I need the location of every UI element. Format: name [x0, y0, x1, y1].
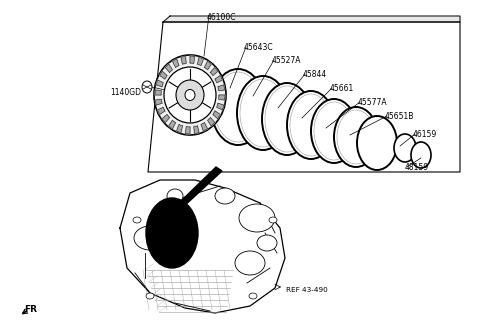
Ellipse shape	[214, 72, 262, 142]
Polygon shape	[208, 118, 215, 126]
Ellipse shape	[240, 79, 286, 147]
Polygon shape	[204, 61, 211, 70]
Ellipse shape	[265, 86, 309, 152]
Ellipse shape	[287, 91, 335, 159]
Polygon shape	[190, 56, 194, 63]
Ellipse shape	[146, 293, 154, 299]
Polygon shape	[148, 22, 460, 172]
Polygon shape	[168, 120, 176, 129]
Polygon shape	[218, 85, 225, 91]
Polygon shape	[155, 90, 161, 95]
Polygon shape	[160, 71, 167, 79]
Polygon shape	[215, 75, 222, 83]
Polygon shape	[194, 126, 199, 134]
Ellipse shape	[167, 189, 183, 203]
Text: REF 43-490: REF 43-490	[286, 287, 328, 293]
Polygon shape	[213, 111, 220, 119]
Ellipse shape	[257, 235, 277, 251]
Text: 45844: 45844	[303, 70, 327, 79]
Ellipse shape	[394, 134, 416, 162]
Polygon shape	[120, 180, 285, 313]
Text: 1140GD: 1140GD	[110, 88, 141, 97]
Polygon shape	[185, 127, 190, 134]
Ellipse shape	[262, 83, 312, 155]
Text: 45661: 45661	[330, 84, 354, 93]
Polygon shape	[172, 59, 179, 67]
Text: 46100C: 46100C	[207, 13, 237, 22]
Ellipse shape	[311, 99, 357, 163]
Ellipse shape	[239, 204, 275, 232]
Ellipse shape	[154, 55, 226, 135]
Text: 45527A: 45527A	[272, 56, 301, 65]
Ellipse shape	[334, 107, 378, 167]
Ellipse shape	[314, 102, 354, 160]
Polygon shape	[211, 68, 218, 75]
Polygon shape	[177, 125, 182, 133]
Ellipse shape	[235, 251, 265, 275]
Polygon shape	[217, 103, 224, 110]
Text: 48159: 48159	[405, 163, 429, 172]
Polygon shape	[156, 80, 163, 87]
Ellipse shape	[164, 67, 216, 123]
Text: FR: FR	[24, 305, 37, 315]
Ellipse shape	[211, 69, 265, 145]
Polygon shape	[156, 99, 162, 105]
Ellipse shape	[142, 81, 152, 93]
Polygon shape	[163, 16, 460, 22]
Ellipse shape	[357, 116, 397, 170]
Polygon shape	[162, 114, 169, 123]
Ellipse shape	[215, 188, 235, 204]
Text: 45577A: 45577A	[358, 98, 388, 107]
Ellipse shape	[176, 80, 204, 110]
Ellipse shape	[146, 198, 198, 268]
Ellipse shape	[134, 226, 166, 250]
Ellipse shape	[133, 217, 141, 223]
Ellipse shape	[185, 90, 195, 100]
Text: 46159: 46159	[413, 130, 437, 139]
Polygon shape	[219, 95, 225, 100]
Ellipse shape	[249, 293, 257, 299]
Polygon shape	[157, 107, 165, 114]
Text: 45651B: 45651B	[385, 112, 414, 121]
Ellipse shape	[337, 110, 375, 164]
Polygon shape	[178, 167, 222, 208]
Polygon shape	[165, 64, 172, 72]
Polygon shape	[201, 123, 207, 131]
Ellipse shape	[269, 217, 277, 223]
Polygon shape	[197, 57, 204, 65]
Text: 45643C: 45643C	[244, 43, 274, 52]
Ellipse shape	[237, 76, 289, 150]
Ellipse shape	[411, 142, 431, 168]
Polygon shape	[181, 56, 186, 64]
Ellipse shape	[290, 94, 332, 156]
